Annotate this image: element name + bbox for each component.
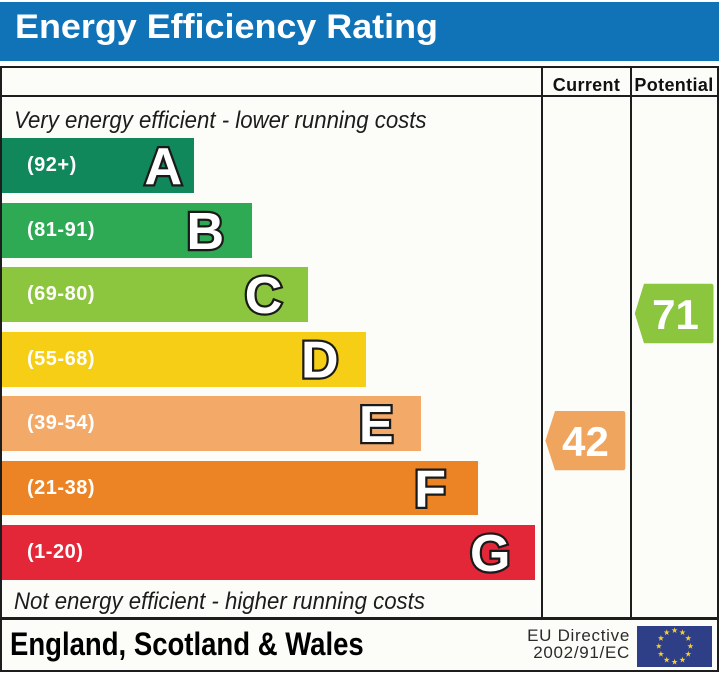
svg-text:A: A [144,138,182,196]
svg-text:E: E [359,396,394,454]
svg-text:D: D [301,332,339,390]
svg-text:F: F [414,461,446,519]
svg-text:C: C [245,267,283,325]
svg-text:42: 42 [562,418,609,465]
svg-text:G: G [470,525,510,583]
svg-text:71: 71 [652,291,699,338]
svg-text:B: B [186,203,224,261]
